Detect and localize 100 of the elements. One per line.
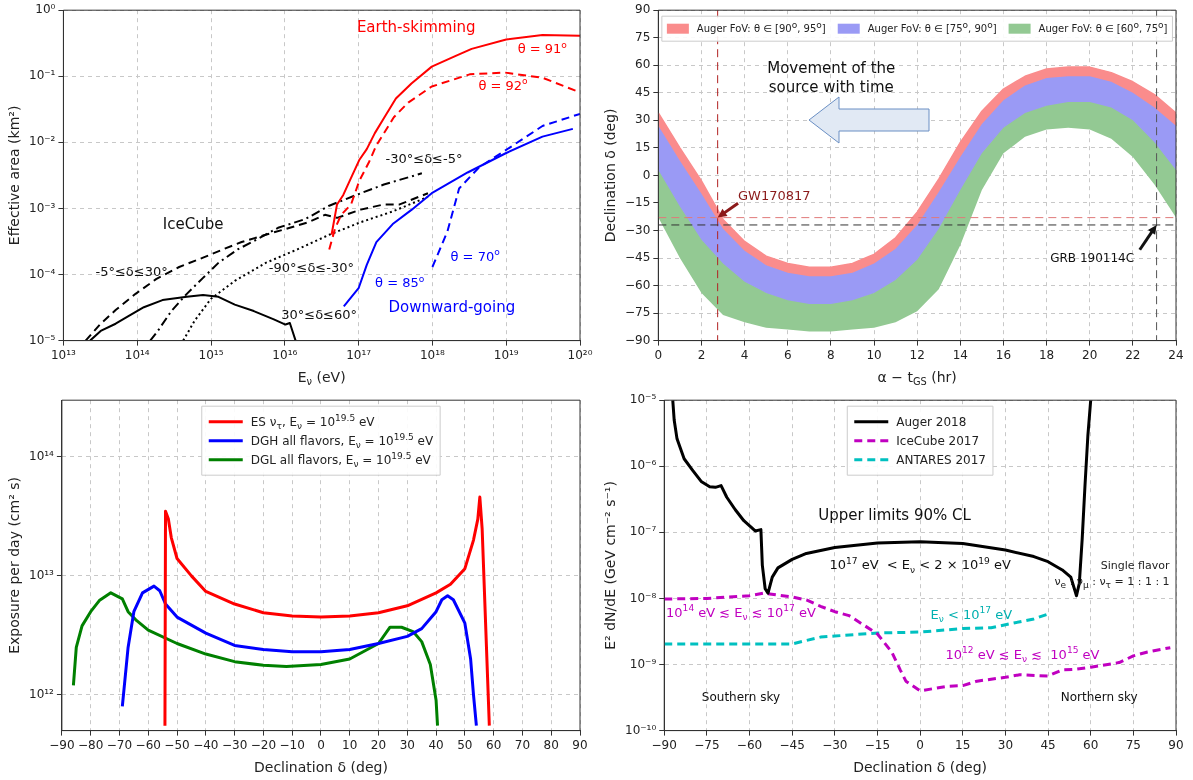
x-tick-label: 90 — [1168, 737, 1184, 752]
x-axis-title: Declination δ (deg) — [853, 758, 988, 775]
x-tick-label: 10 — [866, 347, 882, 362]
x-tick-label: 6 — [783, 347, 792, 362]
x-tick-label: −20 — [250, 737, 277, 752]
legend-label: IceCube 2017 — [896, 433, 980, 448]
y-tick-label: 10⁻² — [28, 134, 56, 149]
x-tick-label: 20 — [370, 737, 387, 752]
x-tick-label: 10¹³ — [50, 347, 77, 362]
x-tick-label: 16 — [995, 347, 1012, 362]
x-tick-label: 0 — [916, 737, 924, 752]
annotation: -30°≤δ≤-5° — [385, 150, 463, 166]
x-tick-label: −30 — [822, 737, 848, 752]
y-tick-label: 45 — [635, 84, 651, 99]
annotation: -5°≤δ≤30° — [95, 264, 168, 280]
annotation: Upper limits 90% CL — [818, 506, 972, 525]
x-tick-label: −80 — [78, 737, 104, 752]
x-tick-label: 2 — [697, 347, 706, 362]
y-tick-label: 60 — [635, 57, 651, 72]
annotation: Earth-skimming — [356, 17, 476, 36]
x-tick-label: −40 — [193, 737, 219, 752]
x-tick-label: 10¹⁴ — [124, 347, 150, 362]
y-tick-label: 30 — [635, 112, 651, 127]
x-tick-label: 10¹⁸ — [419, 347, 446, 362]
y-axis-title: Effective area (km²) — [5, 105, 22, 246]
x-tick-label: 10¹⁷ — [346, 347, 372, 362]
annotation: 30°≤δ≤60° — [281, 307, 358, 323]
y-tick-label: −45 — [625, 250, 651, 265]
y-tick-label: 90 — [635, 2, 651, 17]
annotation: Downward-going — [388, 297, 516, 316]
line-series — [664, 591, 1172, 693]
annotation: -90°≤δ≤-30° — [268, 260, 354, 276]
y-axis-title: Exposure per day (cm² s) — [5, 477, 22, 654]
x-tick-label: −70 — [106, 737, 133, 752]
x-tick-label: 10 — [342, 737, 358, 752]
x-tick-label: −90 — [49, 737, 75, 752]
x-tick-label: 50 — [457, 737, 473, 752]
y-tick-label: 10⁻⁹ — [629, 656, 657, 671]
y-tick-label: −15 — [625, 195, 651, 210]
x-tick-label: −50 — [164, 737, 190, 752]
x-tick-label: 20 — [1082, 347, 1098, 362]
y-tick-label: −90 — [625, 332, 651, 347]
y-tick-label: 10⁻⁴ — [28, 266, 56, 281]
annotation: Southern sky — [701, 690, 781, 705]
x-tick-label: 75 — [1125, 737, 1141, 752]
x-tick-label: −10 — [279, 737, 305, 752]
y-tick-label: 10⁻⁶ — [629, 458, 657, 473]
y-tick-label: 10⁻⁷ — [629, 524, 657, 539]
x-tick-label: −90 — [651, 737, 677, 752]
x-tick-label: 80 — [543, 737, 559, 752]
x-tick-label: 22 — [1125, 347, 1141, 362]
x-tick-label: 10¹⁶ — [272, 347, 298, 362]
y-tick-label: 10⁻⁵ — [28, 332, 56, 347]
y-tick-label: 10¹² — [29, 686, 55, 701]
y-axis-title: E² dN/dE (GeV cm⁻² s⁻¹) — [601, 481, 618, 650]
annotation: GW170817 — [738, 188, 811, 204]
annotation: IceCube — [162, 215, 224, 234]
y-tick-label: 10¹³ — [29, 568, 55, 582]
x-tick-label: 30 — [997, 737, 1014, 752]
y-tick-label: 10⁻⁵ — [629, 392, 657, 407]
x-tick-label: 15 — [955, 737, 971, 752]
annotation: Northern sky — [1060, 690, 1138, 705]
legend-label: ANTARES 2017 — [896, 452, 986, 467]
y-tick-label: 15 — [635, 139, 651, 154]
x-tick-label: 14 — [952, 347, 968, 362]
x-tick-label: 40 — [428, 737, 444, 752]
legend-label: Auger 2018 — [896, 414, 967, 429]
x-tick-label: 10¹⁹ — [493, 347, 519, 362]
x-tick-label: −45 — [779, 737, 805, 752]
x-axis-title: Declination δ (deg) — [253, 758, 388, 775]
y-tick-label: 10⁻⁸ — [629, 590, 657, 605]
x-tick-label: 10²⁰ — [567, 347, 593, 362]
x-tick-label: 10¹⁵ — [198, 347, 224, 362]
x-tick-label: 90 — [572, 737, 588, 752]
x-tick-label: −60 — [135, 737, 161, 752]
y-tick-label: 10⁻³ — [28, 200, 56, 215]
y-tick-label: 10¹⁴ — [29, 449, 55, 464]
x-tick-label: −30 — [221, 737, 248, 752]
x-tick-label: 45 — [1040, 737, 1056, 752]
y-tick-label: 10⁰ — [35, 2, 56, 17]
annotation: Single flavor — [1100, 558, 1170, 572]
y-tick-label: −60 — [625, 277, 651, 292]
y-tick-label: 10⁻¹ — [28, 68, 56, 83]
x-tick-label: −75 — [694, 737, 720, 752]
x-tick-label: 12 — [909, 347, 925, 362]
y-tick-label: 0 — [642, 167, 651, 182]
y-tick-label: −30 — [625, 222, 651, 237]
x-tick-label: 18 — [1038, 347, 1055, 362]
x-tick-label: 60 — [1083, 737, 1099, 752]
x-tick-label: 0 — [317, 737, 325, 752]
annotation: GRB 190114C — [1050, 250, 1135, 265]
x-tick-label: −15 — [864, 737, 891, 752]
x-tick-label: 8 — [827, 347, 835, 362]
annotation: Movement of the source with time — [767, 58, 896, 96]
y-tick-label: 75 — [635, 29, 651, 44]
y-tick-label: 10⁻¹⁰ — [624, 722, 657, 737]
x-tick-label: 70 — [514, 737, 531, 752]
x-tick-label: −60 — [736, 737, 763, 752]
y-axis-title: Declination δ (deg) — [601, 108, 618, 243]
x-tick-label: 30 — [399, 737, 415, 752]
